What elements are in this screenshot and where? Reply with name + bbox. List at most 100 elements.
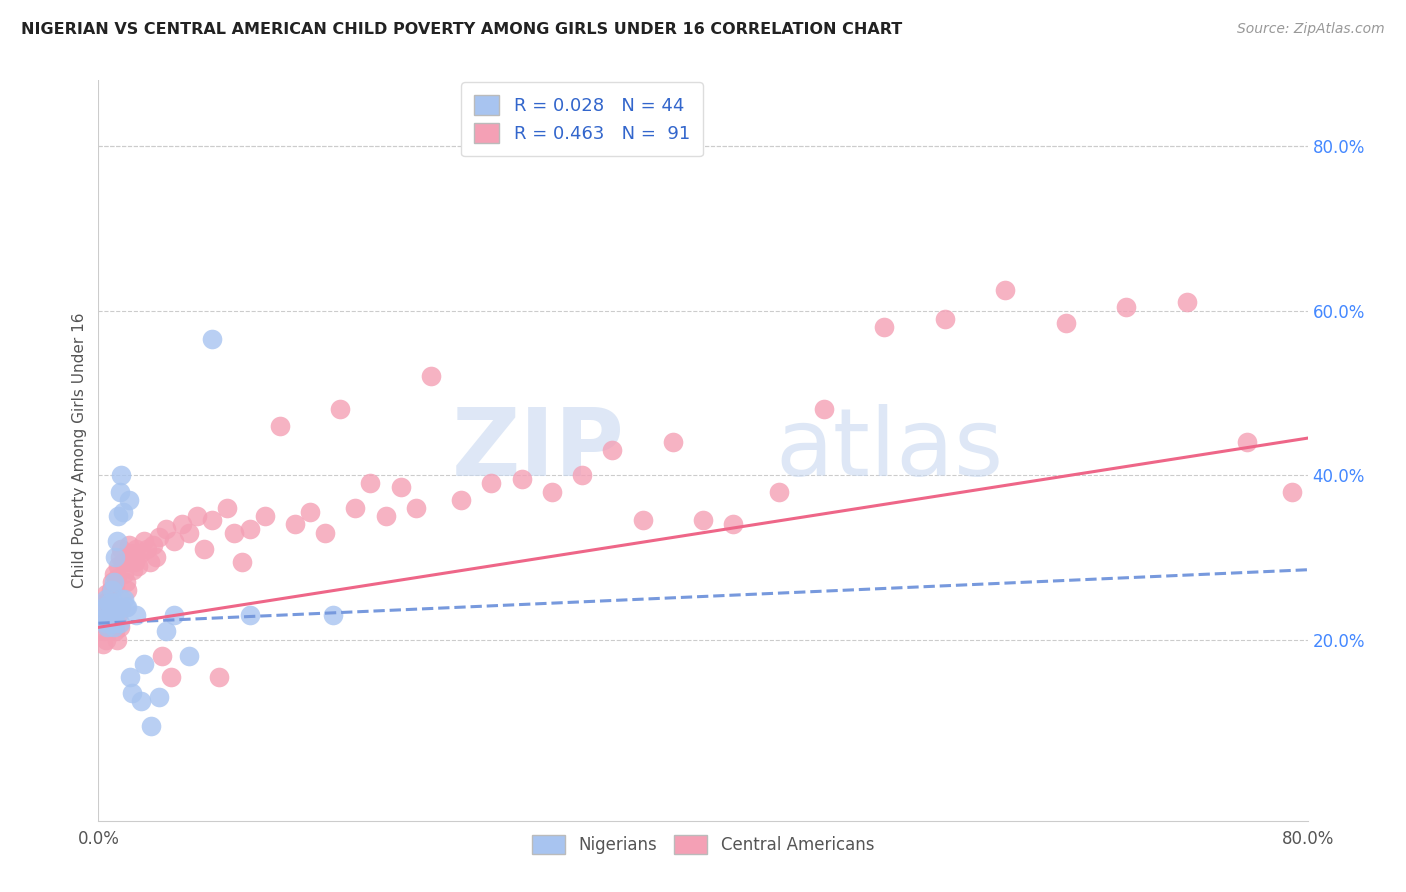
- Point: [125, 607, 148, 622]
- Point: [91, 604, 114, 618]
- Point: [239, 522, 262, 536]
- Point: [231, 554, 253, 569]
- Point: [100, 616, 122, 631]
- Point: [120, 670, 142, 684]
- Point: [253, 509, 276, 524]
- Point: [110, 591, 132, 606]
- Point: [100, 583, 122, 598]
- Point: [148, 530, 170, 544]
- Point: [110, 599, 132, 614]
- Point: [105, 604, 128, 618]
- Point: [215, 501, 238, 516]
- Point: [122, 563, 145, 577]
- Point: [344, 501, 367, 516]
- Point: [132, 533, 155, 548]
- Point: [105, 632, 128, 647]
- Point: [93, 596, 115, 610]
- Point: [110, 542, 132, 557]
- Point: [132, 657, 155, 672]
- Point: [179, 525, 201, 540]
- Point: [208, 670, 231, 684]
- Point: [115, 599, 138, 614]
- Point: [93, 599, 115, 614]
- Point: [98, 612, 121, 626]
- Point: [299, 505, 322, 519]
- Point: [631, 513, 654, 527]
- Point: [103, 596, 125, 610]
- Point: [142, 538, 165, 552]
- Point: [111, 554, 134, 569]
- Point: [108, 616, 131, 631]
- Point: [692, 513, 714, 527]
- Point: [96, 599, 118, 614]
- Point: [602, 443, 624, 458]
- Point: [374, 509, 396, 524]
- Point: [813, 402, 835, 417]
- Point: [103, 616, 125, 631]
- Point: [112, 566, 135, 581]
- Point: [571, 468, 593, 483]
- Point: [90, 604, 112, 618]
- Point: [94, 632, 117, 647]
- Point: [114, 599, 136, 614]
- Point: [114, 575, 136, 590]
- Point: [101, 607, 124, 622]
- Point: [661, 435, 683, 450]
- Point: [155, 522, 177, 536]
- Point: [141, 719, 163, 733]
- Point: [101, 575, 124, 590]
- Text: ZIP: ZIP: [451, 404, 624, 497]
- Point: [322, 607, 344, 622]
- Point: [104, 616, 127, 631]
- Point: [108, 620, 131, 634]
- Point: [127, 558, 149, 573]
- Point: [94, 587, 117, 601]
- Point: [104, 550, 127, 565]
- Point: [129, 546, 152, 560]
- Point: [179, 649, 201, 664]
- Point: [934, 311, 956, 326]
- Point: [121, 686, 143, 700]
- Point: [94, 591, 117, 606]
- Point: [329, 402, 352, 417]
- Point: [155, 624, 177, 639]
- Point: [108, 484, 131, 499]
- Point: [104, 624, 127, 639]
- Point: [284, 517, 307, 532]
- Text: atlas: atlas: [776, 404, 1004, 497]
- Point: [125, 542, 148, 557]
- Point: [105, 533, 128, 548]
- Point: [1054, 316, 1077, 330]
- Point: [94, 616, 117, 631]
- Point: [160, 670, 183, 684]
- Point: [96, 620, 118, 634]
- Point: [107, 599, 129, 614]
- Text: Source: ZipAtlas.com: Source: ZipAtlas.com: [1237, 22, 1385, 37]
- Point: [163, 607, 186, 622]
- Point: [100, 604, 122, 618]
- Point: [90, 616, 112, 631]
- Point: [540, 484, 562, 499]
- Point: [481, 476, 503, 491]
- Point: [104, 579, 127, 593]
- Point: [124, 554, 146, 569]
- Point: [98, 607, 121, 622]
- Point: [108, 550, 131, 565]
- Point: [723, 517, 745, 532]
- Point: [145, 550, 167, 565]
- Point: [129, 694, 152, 708]
- Point: [96, 620, 118, 634]
- Text: NIGERIAN VS CENTRAL AMERICAN CHILD POVERTY AMONG GIRLS UNDER 16 CORRELATION CHAR: NIGERIAN VS CENTRAL AMERICAN CHILD POVER…: [21, 22, 903, 37]
- Point: [450, 492, 472, 507]
- Point: [121, 546, 143, 560]
- Point: [91, 612, 114, 626]
- Point: [768, 484, 790, 499]
- Point: [201, 513, 224, 527]
- Point: [110, 468, 132, 483]
- Point: [139, 554, 162, 569]
- Point: [107, 509, 129, 524]
- Point: [150, 649, 173, 664]
- Point: [93, 624, 115, 639]
- Point: [186, 509, 208, 524]
- Point: [101, 612, 124, 626]
